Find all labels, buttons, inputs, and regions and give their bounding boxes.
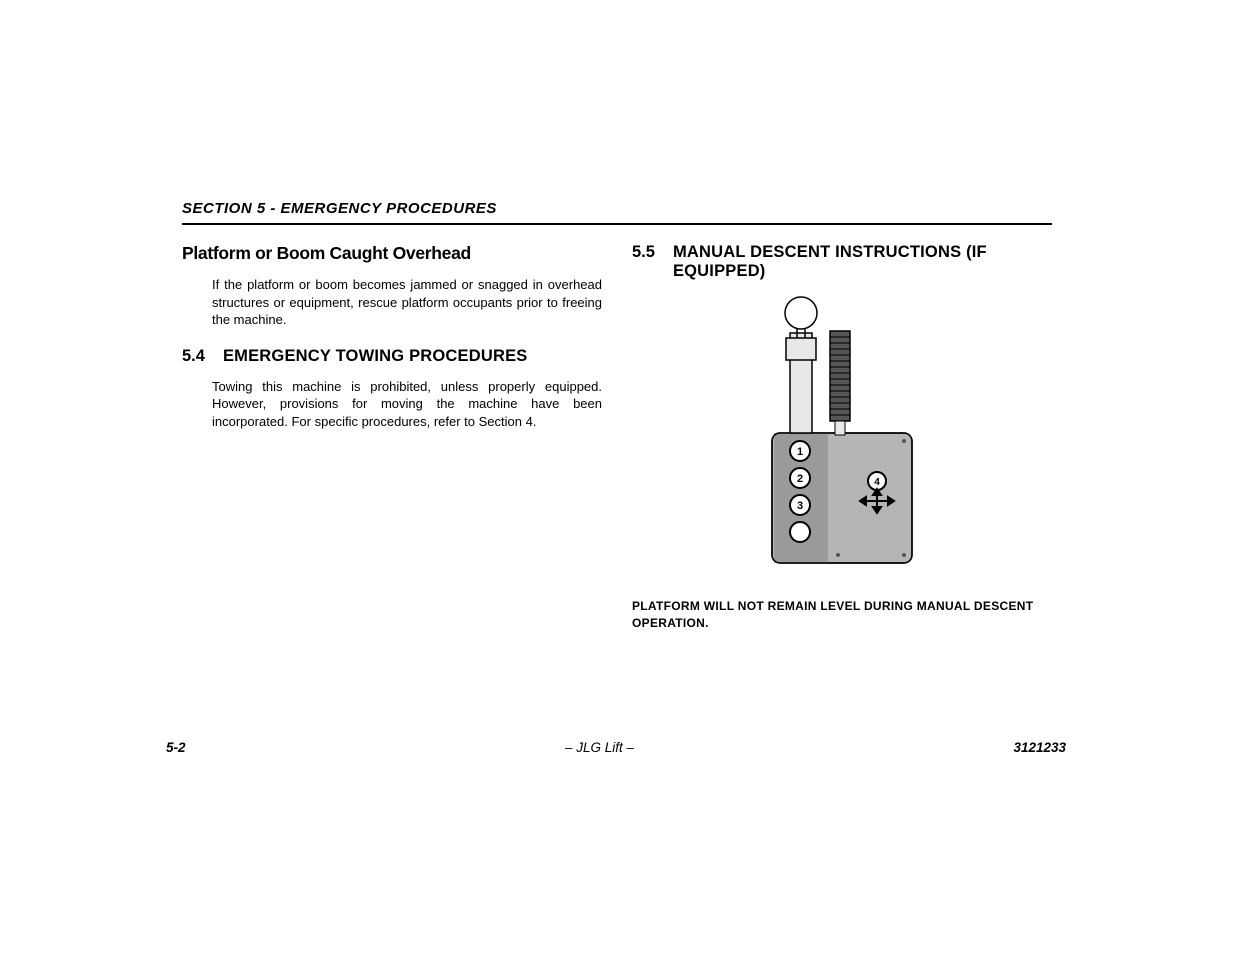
section-header: SECTION 5 - EMERGENCY PROCEDURES <box>182 200 1052 225</box>
heading-platform-boom: Platform or Boom Caught Overhead <box>182 243 602 264</box>
footer-page-num: 5-2 <box>166 740 186 755</box>
page-footer: 5-2 – JLG Lift – 3121233 <box>166 740 1066 755</box>
figure-label-4: 4 <box>874 477 880 488</box>
body-towing: Towing this machine is prohibited, unles… <box>212 378 602 431</box>
heading-emergency-towing: 5.4 EMERGENCY TOWING PROCEDURES <box>182 347 602 366</box>
heading-num-5-4: 5.4 <box>182 347 205 366</box>
right-column: 5.5 MANUAL DESCENT INSTRUCTIONS (IF EQUI… <box>632 243 1052 632</box>
figure-manual-descent: 1 2 3 4 <box>632 293 1052 578</box>
manual-descent-diagram-icon: 1 2 3 4 <box>752 293 932 573</box>
figure-label-2: 2 <box>797 473 803 485</box>
heading-text-manual-descent: MANUAL DESCENT INSTRUCTIONS (IF EQUIPPED… <box>673 243 1052 281</box>
footer-doc-num: 3121233 <box>1013 740 1066 755</box>
figure-label-1: 1 <box>797 446 803 458</box>
body-platform-boom: If the platform or boom becomes jammed o… <box>212 276 602 329</box>
figure-label-3: 3 <box>797 500 803 512</box>
heading-manual-descent: 5.5 MANUAL DESCENT INSTRUCTIONS (IF EQUI… <box>632 243 1052 281</box>
left-column: Platform or Boom Caught Overhead If the … <box>182 243 602 632</box>
heading-num-5-5: 5.5 <box>632 243 655 262</box>
heading-text-towing: EMERGENCY TOWING PROCEDURES <box>223 347 528 366</box>
warning-text: PLATFORM WILL NOT REMAIN LEVEL DURING MA… <box>632 598 1052 632</box>
footer-center: – JLG Lift – <box>565 740 634 755</box>
